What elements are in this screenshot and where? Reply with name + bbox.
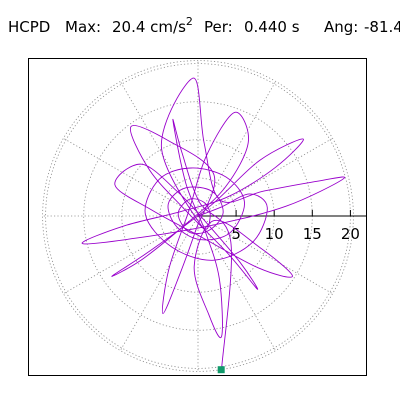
grid-spoke (63, 215, 199, 295)
period-value: 0.440 s (244, 18, 300, 36)
radial-tick-label: 10 (265, 225, 284, 243)
peak-marker (217, 366, 225, 374)
grid-spoke (197, 137, 333, 217)
grid-spoke (197, 215, 277, 351)
grid-spoke (197, 81, 277, 217)
grid-spoke (119, 81, 199, 217)
max-label: Max: (65, 18, 102, 36)
radial-tick-label: 15 (303, 225, 322, 243)
period-label: Per: (204, 18, 233, 36)
motion-trace (81, 77, 346, 370)
max-value-exponent: 2 (185, 15, 193, 28)
max-value: 20.4 cm/s (112, 18, 186, 36)
marker-layer (217, 366, 225, 374)
grid-spoke (197, 215, 333, 295)
angle-value: -81.4 (364, 18, 400, 36)
trace-layer (81, 77, 346, 370)
max-value-group: 20.4 cm/s2 (112, 15, 193, 36)
angle-label: Ang: (324, 18, 359, 36)
plot-frame (28, 58, 367, 376)
grid-spoke (119, 215, 199, 351)
radial-axis: 5 10 15 20 (198, 210, 366, 243)
radial-tick-label: 5 (231, 225, 241, 243)
station-label: HCPD (8, 18, 51, 36)
radial-tick-label: 20 (341, 225, 360, 243)
grid-spoke (63, 137, 199, 217)
